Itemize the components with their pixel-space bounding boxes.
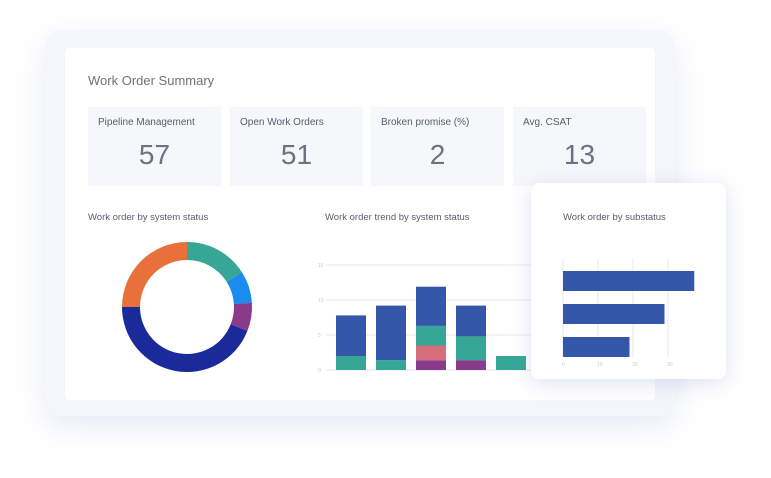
- kpi-value: 2: [429, 139, 446, 170]
- kpi-pipeline: Pipeline Management 57: [88, 107, 221, 186]
- bar-1-segment-2: [376, 360, 406, 370]
- bar-2-segment-0: [416, 360, 446, 370]
- kpi-label: Broken promise (%): [381, 117, 470, 128]
- kpi-label: Open Work Orders: [240, 117, 324, 128]
- y-tick-label: 10: [318, 298, 324, 304]
- x-tick-label: 0: [562, 362, 565, 368]
- donut-slice-0: [187, 242, 242, 282]
- substatus-bar-2: [563, 337, 630, 357]
- x-tick-label: 20: [632, 362, 638, 368]
- x-tick-label: 10: [597, 362, 603, 368]
- donut-slice-4: [122, 242, 187, 307]
- kpi-value: 57: [138, 139, 171, 170]
- bar-2-segment-2: [416, 325, 446, 346]
- bar-0-segment-3: [336, 315, 366, 356]
- donut-title: Work order by system status: [88, 212, 209, 223]
- substatus-bar-0: [563, 271, 695, 291]
- donut-slice-1: [226, 272, 252, 305]
- donut-slice-2: [230, 302, 253, 331]
- bar-2-segment-3: [416, 286, 446, 326]
- kpi-label: Pipeline Management: [98, 117, 195, 128]
- bar-3-segment-2: [456, 336, 486, 361]
- y-tick-label: 0: [318, 368, 321, 374]
- kpi-open-orders: Open Work Orders 51: [230, 107, 363, 186]
- y-tick-label: 5: [318, 333, 321, 339]
- page-title: Work Order Summary: [88, 73, 215, 88]
- trend-title: Work order trend by system status: [325, 212, 470, 223]
- substatus-bar-1: [563, 304, 665, 324]
- kpi-label: Avg. CSAT: [523, 117, 572, 128]
- kpi-broken-promise: Broken promise (%) 2: [371, 107, 504, 186]
- bar-3-segment-3: [456, 305, 486, 337]
- bar-2-segment-1: [416, 345, 446, 361]
- kpi-avg-csat: Avg. CSAT 13: [513, 107, 646, 186]
- kpi-value: 13: [563, 139, 596, 170]
- y-tick-label: 15: [318, 263, 324, 269]
- bar-1-segment-3: [376, 305, 406, 361]
- bar-0-segment-2: [336, 356, 366, 370]
- donut-slice-3: [122, 307, 248, 372]
- x-tick-label: 30: [667, 362, 673, 368]
- bar-4-segment-2: [496, 356, 526, 370]
- bar-3-segment-0: [456, 360, 486, 370]
- substatus-title: Work order by substatus: [563, 212, 666, 223]
- kpi-value: 51: [280, 139, 313, 170]
